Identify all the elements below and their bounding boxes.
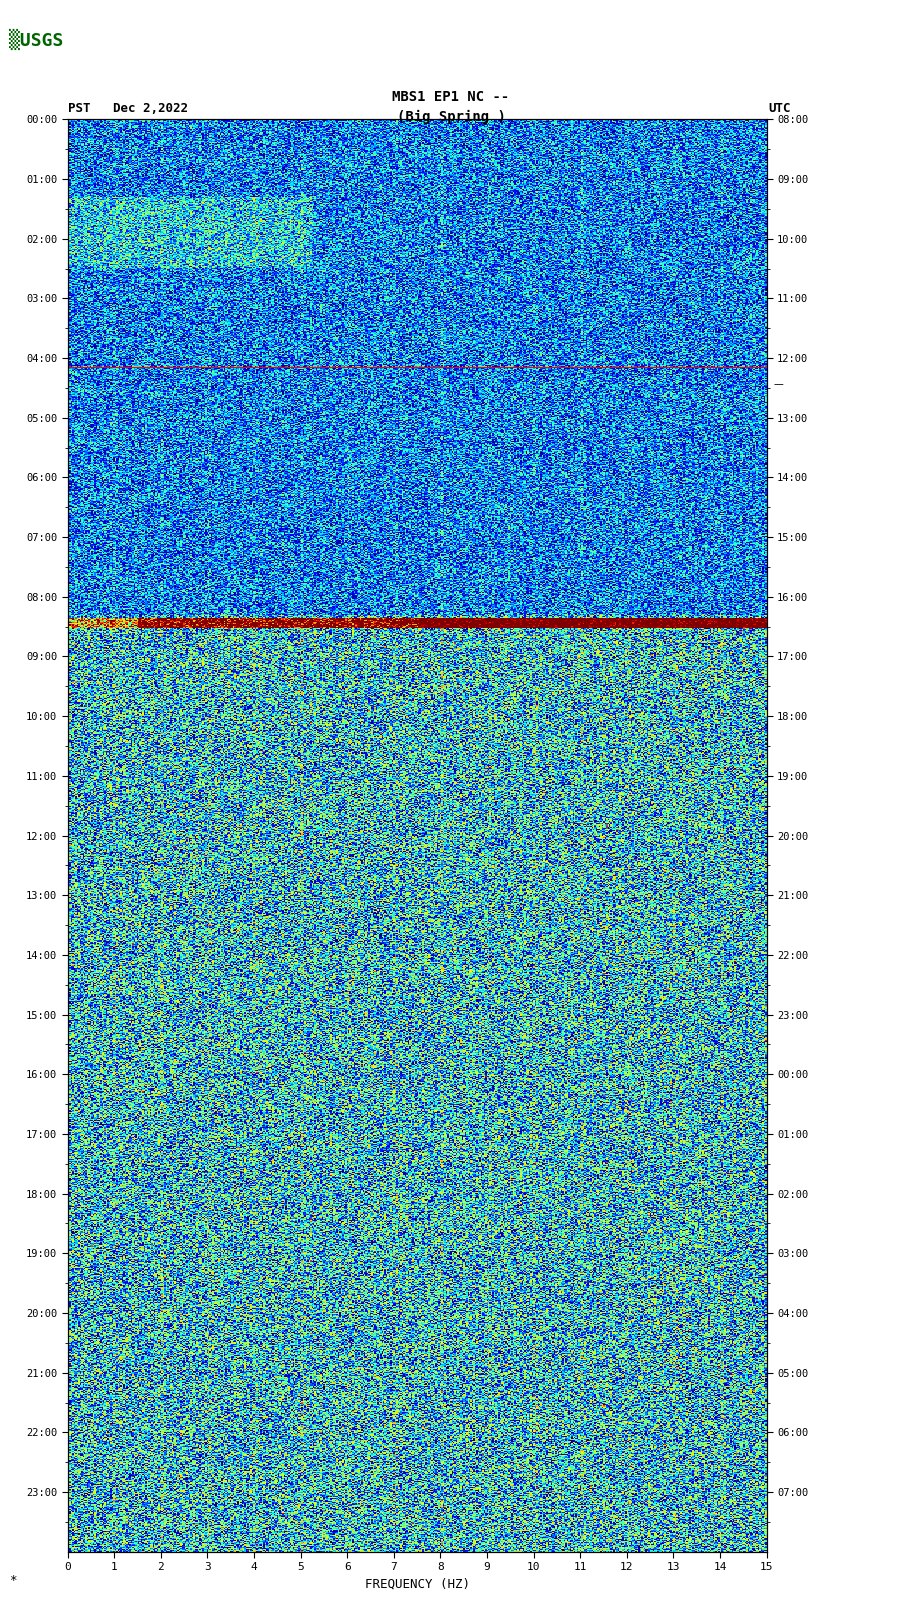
- Text: (Big Spring ): (Big Spring ): [397, 110, 505, 124]
- Text: —: —: [774, 379, 784, 389]
- Text: MBS1 EP1 NC --: MBS1 EP1 NC --: [392, 90, 510, 105]
- X-axis label: FREQUENCY (HZ): FREQUENCY (HZ): [364, 1578, 470, 1590]
- Text: ▒USGS: ▒USGS: [9, 29, 63, 50]
- Text: *: *: [9, 1574, 16, 1587]
- Text: PST   Dec 2,2022: PST Dec 2,2022: [68, 102, 188, 115]
- Text: UTC: UTC: [769, 102, 791, 115]
